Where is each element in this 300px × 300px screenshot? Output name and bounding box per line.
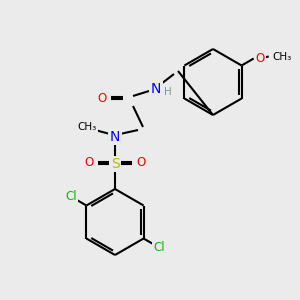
- Text: O: O: [136, 157, 146, 169]
- Text: Cl: Cl: [65, 190, 76, 203]
- Text: S: S: [111, 157, 119, 171]
- Text: H: H: [164, 87, 172, 97]
- Text: O: O: [255, 52, 264, 65]
- Text: O: O: [98, 92, 106, 104]
- Text: CH₃: CH₃: [77, 122, 97, 132]
- Text: N: N: [110, 130, 120, 144]
- Text: N: N: [151, 82, 161, 96]
- Text: Cl: Cl: [153, 241, 165, 254]
- Text: CH₃: CH₃: [272, 52, 291, 61]
- Text: O: O: [84, 157, 94, 169]
